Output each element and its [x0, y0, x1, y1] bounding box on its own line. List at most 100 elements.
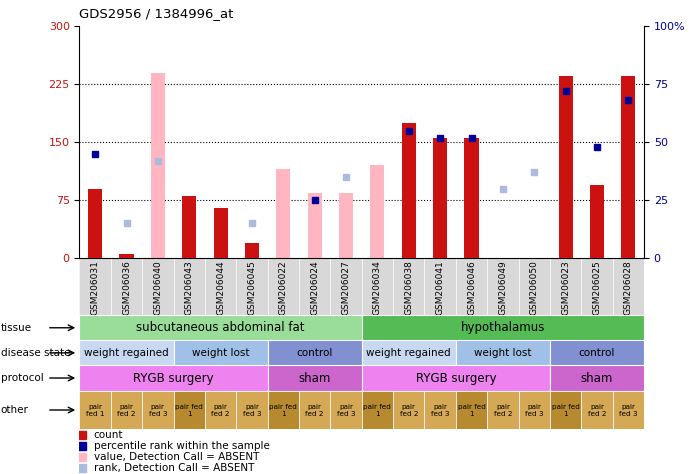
Text: pair
fed 2: pair fed 2 [493, 403, 512, 417]
Text: GSM206041: GSM206041 [435, 261, 444, 315]
Text: tissue: tissue [1, 323, 32, 333]
Bar [267, 340, 362, 365]
Text: control: control [296, 348, 333, 358]
Bar [361, 365, 550, 391]
Text: weight regained: weight regained [366, 348, 451, 358]
Bar [236, 391, 267, 429]
Bar [182, 196, 196, 258]
Bar [550, 391, 581, 429]
Text: GSM206036: GSM206036 [122, 261, 131, 316]
Text: pair fed
1: pair fed 1 [363, 403, 391, 417]
Bar [299, 391, 330, 429]
Text: count: count [93, 430, 123, 440]
Text: sham: sham [580, 372, 613, 384]
Bar [361, 340, 456, 365]
Text: pair fed
1: pair fed 1 [269, 403, 297, 417]
Text: GSM206023: GSM206023 [561, 261, 570, 315]
Text: pair fed
1: pair fed 1 [457, 403, 486, 417]
Bar [456, 391, 487, 429]
Text: pair
fed 2: pair fed 2 [588, 403, 606, 417]
Text: GDS2956 / 1384996_at: GDS2956 / 1384996_at [79, 8, 234, 20]
Text: RYGB surgery: RYGB surgery [133, 372, 214, 384]
Bar [558, 76, 573, 258]
Text: pair
fed 3: pair fed 3 [149, 403, 167, 417]
Bar [151, 73, 165, 258]
Bar [487, 391, 518, 429]
Bar [330, 391, 361, 429]
Bar [245, 243, 259, 258]
Bar [424, 391, 456, 429]
Bar [79, 315, 361, 340]
Bar [79, 365, 267, 391]
Text: GSM206024: GSM206024 [310, 261, 319, 315]
Text: pair
fed 1: pair fed 1 [86, 403, 104, 417]
Text: GSM206022: GSM206022 [279, 261, 288, 315]
Text: GSM206031: GSM206031 [91, 261, 100, 316]
Bar [267, 365, 362, 391]
Bar [433, 138, 447, 258]
Text: weight regained: weight regained [84, 348, 169, 358]
Bar [173, 340, 267, 365]
Text: pair
fed 2: pair fed 2 [117, 403, 135, 417]
Bar [370, 165, 384, 258]
Text: GSM206027: GSM206027 [341, 261, 350, 315]
Text: pair
fed 3: pair fed 3 [525, 403, 544, 417]
Bar [550, 340, 644, 365]
Bar [267, 391, 299, 429]
Bar [361, 315, 644, 340]
Bar [393, 391, 424, 429]
Bar [88, 189, 102, 258]
Text: GSM206044: GSM206044 [216, 261, 225, 315]
Text: pair
fed 3: pair fed 3 [431, 403, 449, 417]
Text: GSM206045: GSM206045 [247, 261, 256, 315]
Text: pair
fed 2: pair fed 2 [305, 403, 324, 417]
Text: pair
fed 3: pair fed 3 [337, 403, 355, 417]
Text: GSM206034: GSM206034 [373, 261, 382, 315]
Text: pair
fed 2: pair fed 2 [211, 403, 230, 417]
Bar [214, 208, 227, 258]
Text: value, Detection Call = ABSENT: value, Detection Call = ABSENT [93, 452, 259, 462]
Bar [339, 192, 353, 258]
Bar [276, 169, 290, 258]
Text: GSM206043: GSM206043 [184, 261, 193, 315]
Bar [173, 391, 205, 429]
Text: protocol: protocol [1, 373, 44, 383]
Text: pair
fed 3: pair fed 3 [243, 403, 261, 417]
Bar [613, 391, 644, 429]
Text: other: other [1, 405, 28, 415]
Text: GSM206049: GSM206049 [498, 261, 507, 315]
Text: sham: sham [299, 372, 331, 384]
Bar [401, 123, 416, 258]
Text: GSM206040: GSM206040 [153, 261, 162, 315]
Text: disease state: disease state [1, 348, 70, 358]
Bar [361, 391, 393, 429]
Text: pair fed
1: pair fed 1 [176, 403, 203, 417]
Bar [590, 185, 604, 258]
Bar [205, 391, 236, 429]
Text: subcutaneous abdominal fat: subcutaneous abdominal fat [136, 321, 305, 334]
Bar [111, 391, 142, 429]
Text: rank, Detection Call = ABSENT: rank, Detection Call = ABSENT [93, 463, 254, 473]
Bar [142, 391, 173, 429]
Bar [79, 340, 173, 365]
Text: RYGB surgery: RYGB surgery [415, 372, 496, 384]
Text: control: control [579, 348, 615, 358]
Text: GSM206050: GSM206050 [530, 261, 539, 316]
Text: GSM206038: GSM206038 [404, 261, 413, 316]
Text: percentile rank within the sample: percentile rank within the sample [93, 441, 269, 451]
Bar [79, 391, 111, 429]
Bar [307, 192, 322, 258]
Bar [456, 340, 550, 365]
Text: pair fed
1: pair fed 1 [551, 403, 580, 417]
Text: weight lost: weight lost [192, 348, 249, 358]
Bar [518, 391, 550, 429]
Bar [550, 365, 644, 391]
Text: GSM206025: GSM206025 [592, 261, 601, 315]
Bar [120, 255, 133, 258]
Bar [581, 391, 613, 429]
Text: hypothalamus: hypothalamus [461, 321, 545, 334]
Text: weight lost: weight lost [474, 348, 531, 358]
Text: pair
fed 2: pair fed 2 [399, 403, 418, 417]
Bar [464, 138, 479, 258]
Bar [621, 76, 636, 258]
